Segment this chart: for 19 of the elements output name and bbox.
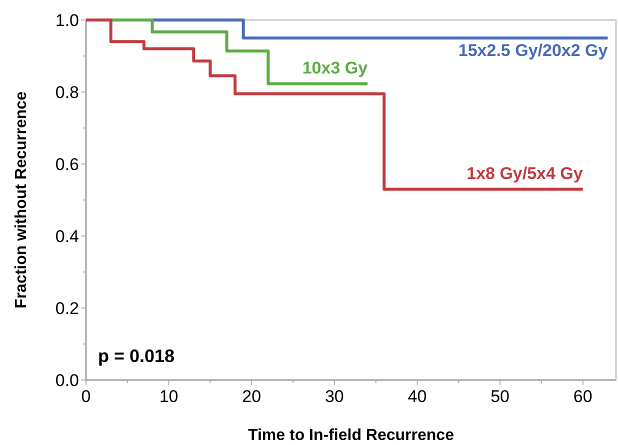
x-tick-label: 0	[81, 387, 91, 406]
x-tick-label: 30	[324, 387, 344, 406]
x-tick-label: 60	[573, 387, 592, 406]
x-tick-label: 10	[159, 387, 178, 406]
y-tick-label: 1.0	[55, 11, 79, 30]
y-tick-label: 0.4	[55, 227, 79, 246]
series-label: 10x3 Gy	[302, 58, 368, 78]
y-tick-label: 0.2	[55, 299, 79, 318]
y-axis-title: Fraction without Recurrence	[13, 91, 30, 308]
annotation: p = 0.018	[98, 346, 175, 366]
series-label: 1x8 Gy/5x4 Gy	[466, 164, 584, 184]
y-tick-label: 0.8	[55, 83, 79, 102]
x-tick-label: 40	[408, 387, 427, 406]
text: 0.0	[55, 371, 79, 390]
x-axis-title: Time to In-field Recurrence	[248, 427, 454, 444]
series-label: 15x2.5 Gy/20x2 Gy	[458, 41, 608, 60]
x-tick-label: 20	[242, 387, 262, 406]
y-tick-label: 0.6	[55, 155, 79, 174]
x-tick-label: 50	[490, 387, 510, 406]
